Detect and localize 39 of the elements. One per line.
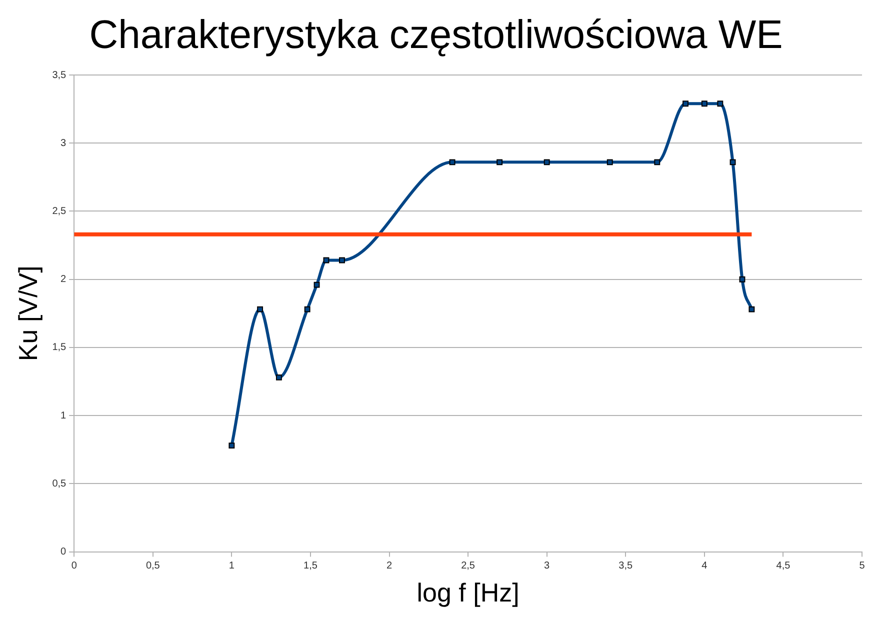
y-tick-label: 3 [60, 138, 67, 149]
x-tick-label: 3 [544, 560, 550, 572]
point [739, 276, 746, 282]
point [314, 282, 320, 288]
y-tick-label: 1,5 [52, 342, 67, 354]
point [606, 159, 613, 166]
point [304, 306, 310, 312]
y-tick-label: 2 [60, 274, 67, 286]
point [339, 257, 345, 264]
x-tick-label: 2,5 [461, 560, 476, 572]
y-tick-label: 1 [60, 410, 67, 422]
point [449, 159, 456, 166]
point [496, 159, 503, 166]
point [544, 159, 550, 166]
point [682, 100, 688, 107]
x-tick-label: 4,5 [776, 560, 791, 572]
x-tick-label: 4 [702, 560, 708, 572]
point [701, 100, 708, 107]
y-tick-label: 3,5 [52, 70, 67, 81]
point [257, 306, 264, 312]
chart-title: Charakterystyka częstotliwościowa WE [89, 13, 783, 58]
x-tick-label: 3,5 [618, 560, 634, 572]
point [276, 374, 282, 380]
point [654, 159, 660, 166]
point [730, 159, 736, 166]
x-axis-title: log f [Hz] [416, 578, 520, 608]
point [748, 306, 755, 312]
x-tick-label: 0 [71, 560, 78, 572]
point [228, 442, 235, 449]
x-tick-label: 5 [859, 560, 866, 572]
x-tick-label: 1,5 [304, 560, 318, 572]
y-tick-label: 0 [60, 546, 67, 558]
y-tick-label: 2,5 [52, 206, 67, 217]
y-tick-label: 0,5 [52, 478, 67, 490]
point [717, 100, 724, 107]
y-axis-title: Ku [V/V] [12, 266, 43, 362]
x-tick-label: 2 [386, 560, 392, 572]
x-tick-label: 0,5 [146, 560, 160, 572]
x-tick-label: 1 [228, 560, 235, 572]
